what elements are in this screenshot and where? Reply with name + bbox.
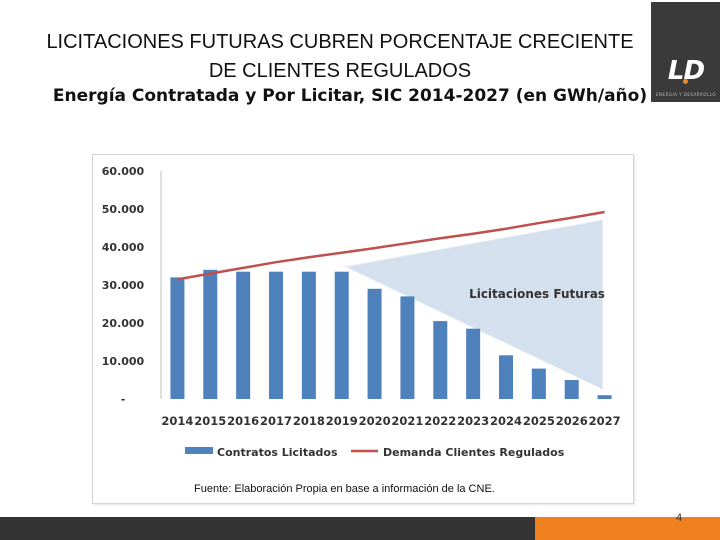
x-tick-label: 2021 xyxy=(391,414,423,428)
y-tick-label: 40.000 xyxy=(102,241,145,254)
y-tick-label: - xyxy=(121,393,126,406)
bar-2026 xyxy=(564,380,579,399)
x-tick-label: 2022 xyxy=(424,414,456,428)
legend-label-demand: Demanda Clientes Regulados xyxy=(383,446,565,459)
x-tick-label: 2019 xyxy=(326,414,358,428)
logo-dot xyxy=(683,79,688,84)
x-tick-label: 2020 xyxy=(359,414,391,428)
x-tick-label: 2023 xyxy=(457,414,489,428)
bar-2019 xyxy=(334,271,349,399)
slide-title: LICITACIONES FUTURAS CUBREN PORCENTAJE C… xyxy=(20,28,660,86)
bar-2018 xyxy=(301,271,316,399)
title-line-1: LICITACIONES FUTURAS CUBREN PORCENTAJE C… xyxy=(46,31,634,53)
future-tenders-area xyxy=(344,219,604,390)
y-tick-label: 60.000 xyxy=(102,165,145,178)
x-tick-label: 2018 xyxy=(293,414,325,428)
legend-label-contracts: Contratos Licitados xyxy=(217,446,338,459)
bar-2023 xyxy=(466,328,481,399)
x-tick-label: 2027 xyxy=(589,414,621,428)
bar-2017 xyxy=(269,271,283,399)
bar-2015 xyxy=(203,269,218,399)
annotation-future-tenders: Licitaciones Futuras xyxy=(469,287,605,301)
slide-subtitle: Energía Contratada y Por Licitar, SIC 20… xyxy=(52,86,648,106)
x-tick-label: 2014 xyxy=(161,414,193,428)
title-line-2: DE CLIENTES REGULADOS xyxy=(208,60,472,82)
source-note: Fuente: Elaboración Propia en base a inf… xyxy=(194,483,495,495)
x-tick-label: 2025 xyxy=(523,414,555,428)
x-tick-label: 2026 xyxy=(556,414,588,428)
y-tick-label: 30.000 xyxy=(102,279,145,292)
logo-tagline: ENERGIA Y DESARROLLO xyxy=(656,92,716,97)
x-tick-label: 2017 xyxy=(260,414,292,428)
chart-frame: - 10.000 20.000 30.000 40.000 50.000 60.000 Lic… xyxy=(92,154,634,504)
bar-2014 xyxy=(170,277,185,399)
x-tick-label: 2024 xyxy=(490,414,522,428)
x-tick-label: 2016 xyxy=(227,414,259,428)
bar-2027 xyxy=(597,395,612,399)
company-logo: LD ENERGIA Y DESARROLLO xyxy=(651,2,720,102)
x-tick-label: 2015 xyxy=(194,414,226,428)
bar-2024 xyxy=(499,355,513,399)
demand-line xyxy=(177,210,605,281)
y-tick-label: 50.000 xyxy=(102,203,145,216)
y-tick-label: 20.000 xyxy=(102,317,145,330)
y-tick-label: 10.000 xyxy=(102,355,145,368)
footer-accent xyxy=(535,517,720,540)
contracts-chart: - 10.000 20.000 30.000 40.000 50.000 60.000 Lic… xyxy=(102,165,621,459)
legend-swatch-contracts xyxy=(185,447,213,454)
bar-2021 xyxy=(400,296,415,399)
page-number: 4 xyxy=(676,512,683,524)
bar-2022 xyxy=(433,321,448,399)
bar-2016 xyxy=(236,271,251,399)
bar-2025 xyxy=(531,368,546,399)
bar-2020 xyxy=(367,288,382,399)
footer-bar xyxy=(0,517,535,540)
